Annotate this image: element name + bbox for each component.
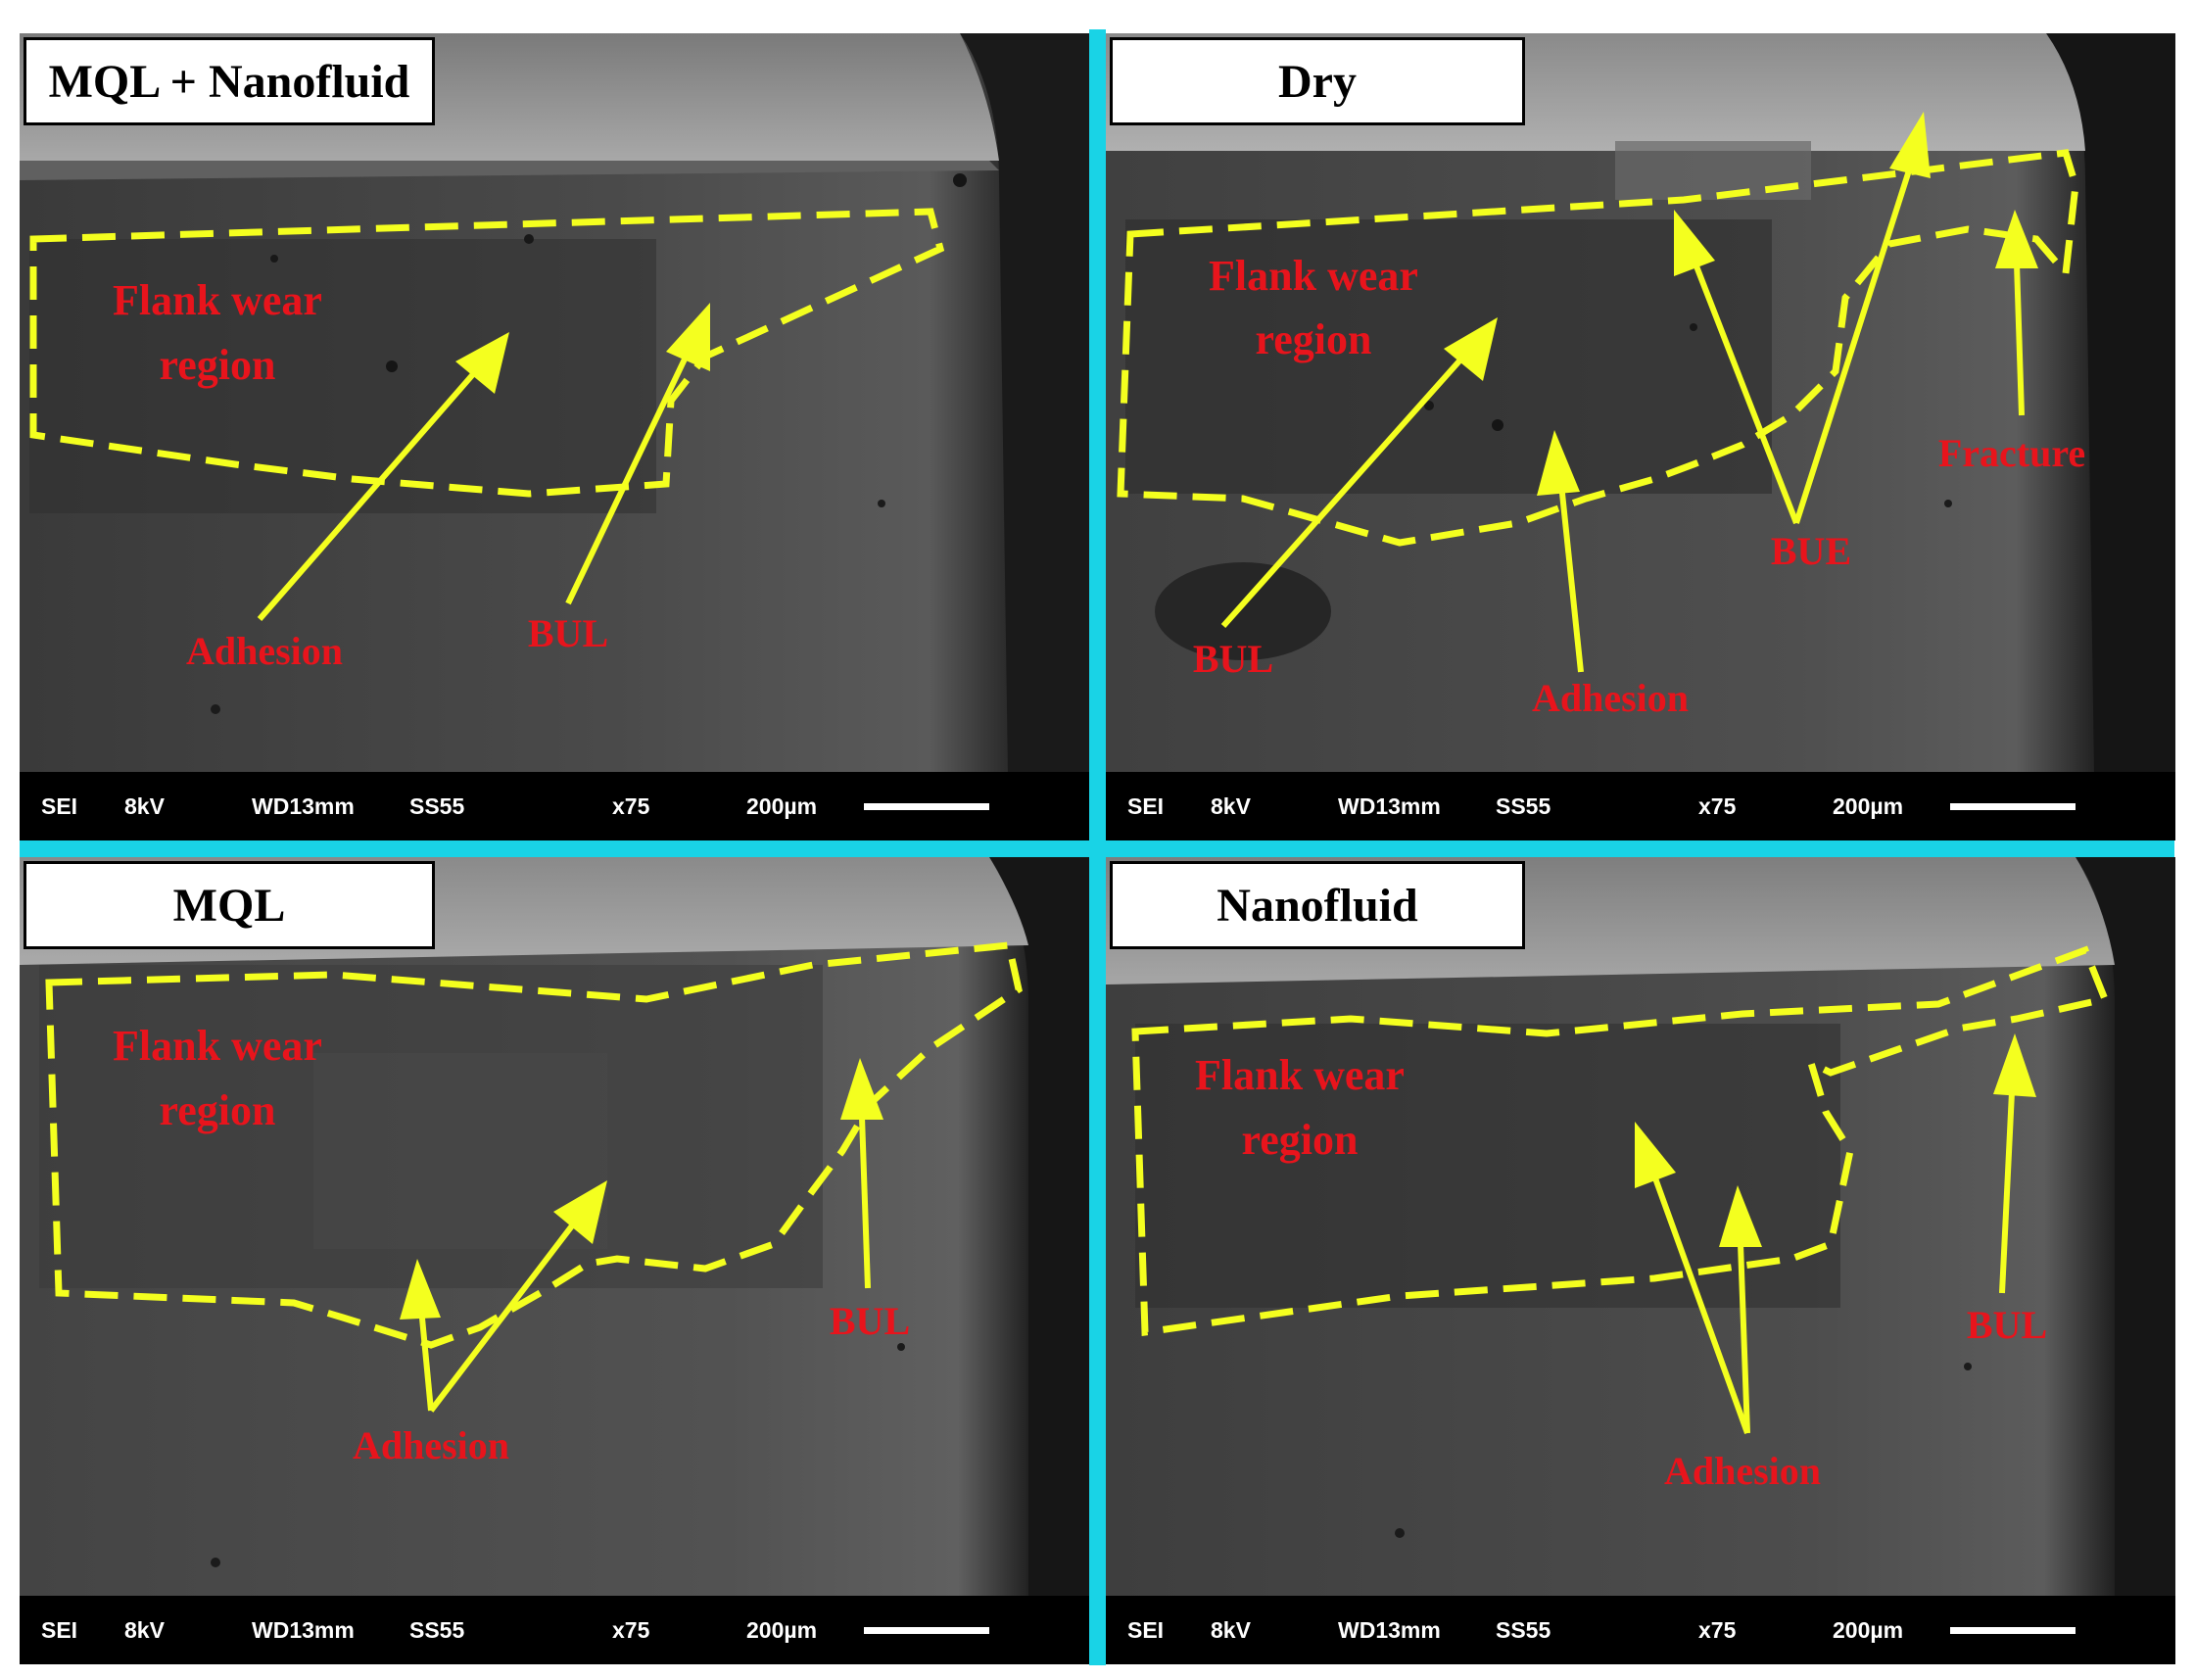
- panel-title: MQL: [24, 861, 435, 949]
- arrow-bul: [1993, 1033, 2036, 1294]
- arrow-bue-right: [1793, 112, 1931, 524]
- info-mag: x75: [612, 793, 650, 819]
- label-bul: BUL: [829, 1299, 911, 1343]
- sem-panel-dry: Dry Flank wear region BUL Adhesion BUE F…: [1106, 33, 2175, 840]
- scale-bar: [1950, 1627, 2076, 1634]
- sem-micrograph: [1106, 857, 2175, 1664]
- sem-panel-mql: MQL Flank wear region Adhesion BUL SEI 8…: [20, 857, 1089, 1664]
- info-mag: x75: [1698, 793, 1737, 819]
- info-wd: WD13mm: [1338, 1617, 1441, 1643]
- label-bue: BUE: [1770, 529, 1852, 573]
- annotation-overlay: [45, 941, 1023, 1413]
- arrow-bul: [565, 303, 710, 605]
- label-bul: BUL: [1966, 1303, 2048, 1347]
- arrow-adhesion-left: [1635, 1122, 1750, 1435]
- info-ss: SS55: [409, 793, 465, 819]
- arrow-bul: [1220, 317, 1498, 628]
- arrow-adhesion-right: [428, 1180, 607, 1413]
- info-mode: SEI: [1127, 793, 1165, 819]
- arrow-bul: [840, 1058, 883, 1289]
- panel-title: MQL + Nanofluid: [24, 37, 435, 125]
- info-scale: 200µm: [1833, 793, 1904, 819]
- sem-panel-nanofluid: Nanofluid Flank wear region Adhesion BUL…: [1106, 857, 2175, 1664]
- scale-bar: [864, 803, 989, 810]
- info-wd: WD13mm: [1338, 793, 1441, 819]
- flank-wear-outline: [1117, 149, 2079, 547]
- region-label-line1: Flank wear: [1209, 252, 1418, 300]
- arrow-adhesion: [257, 332, 509, 621]
- region-label-line2: region: [1241, 1116, 1359, 1164]
- region-label-line2: region: [159, 1086, 276, 1134]
- sem-panel-mql-nanofluid: MQL + Nanofluid Flank wear region Adhesi…: [20, 33, 1089, 840]
- info-kv: 8kV: [124, 793, 165, 819]
- scale-bar: [1950, 803, 2076, 810]
- horizontal-divider: [20, 840, 2174, 857]
- info-ss: SS55: [1496, 793, 1551, 819]
- label-bul: BUL: [1192, 637, 1274, 681]
- info-ss: SS55: [1496, 1617, 1551, 1643]
- arrow-adhesion-left: [400, 1259, 441, 1412]
- flank-wear-outline: [29, 208, 945, 498]
- label-fracture: Fracture: [1937, 431, 2086, 475]
- info-mag: x75: [1698, 1617, 1737, 1643]
- info-mag: x75: [612, 1617, 650, 1643]
- annotation-overlay: [1131, 945, 2110, 1435]
- label-adhesion: Adhesion: [352, 1423, 510, 1467]
- region-label-line2: region: [1255, 315, 1372, 363]
- arrow-adhesion: [1537, 430, 1584, 673]
- sem-micrograph: [20, 33, 1089, 840]
- sem-info-bar: SEI 8kV WD13mm SS55 x75 200µm: [20, 1596, 1089, 1664]
- info-wd: WD13mm: [252, 793, 355, 819]
- info-kv: 8kV: [1211, 1617, 1251, 1643]
- info-ss: SS55: [409, 1617, 465, 1643]
- region-label-line1: Flank wear: [113, 1022, 322, 1070]
- info-scale: 200µm: [746, 793, 818, 819]
- label-bul: BUL: [527, 611, 609, 655]
- info-mode: SEI: [1127, 1617, 1165, 1643]
- info-mode: SEI: [41, 1617, 78, 1643]
- sem-info-bar: SEI 8kV WD13mm SS55 x75 200µm: [20, 772, 1089, 840]
- info-kv: 8kV: [1211, 793, 1251, 819]
- label-adhesion: Adhesion: [185, 629, 344, 673]
- scale-bar: [864, 1627, 989, 1634]
- region-label-line1: Flank wear: [113, 276, 322, 324]
- info-scale: 200µm: [746, 1617, 818, 1643]
- arrow-fracture: [1995, 210, 2038, 416]
- info-wd: WD13mm: [252, 1617, 355, 1643]
- region-label-line2: region: [159, 341, 276, 389]
- region-label-line1: Flank wear: [1195, 1051, 1405, 1099]
- label-adhesion: Adhesion: [1531, 676, 1690, 720]
- panel-title: Nanofluid: [1110, 861, 1525, 949]
- flank-wear-outline: [45, 941, 1023, 1349]
- annotation-overlay: [29, 208, 945, 621]
- sem-info-bar: SEI 8kV WD13mm SS55 x75 200µm: [1106, 1596, 2175, 1664]
- arrow-bue-left: [1674, 210, 1799, 525]
- flank-wear-outline: [1131, 945, 2110, 1337]
- info-scale: 200µm: [1833, 1617, 1904, 1643]
- label-adhesion: Adhesion: [1663, 1449, 1822, 1493]
- info-kv: 8kV: [124, 1617, 165, 1643]
- arrow-adhesion-right: [1719, 1185, 1762, 1434]
- panel-title: Dry: [1110, 37, 1525, 125]
- sem-info-bar: SEI 8kV WD13mm SS55 x75 200µm: [1106, 772, 2175, 840]
- annotation-overlay: [1117, 112, 2079, 673]
- info-mode: SEI: [41, 793, 78, 819]
